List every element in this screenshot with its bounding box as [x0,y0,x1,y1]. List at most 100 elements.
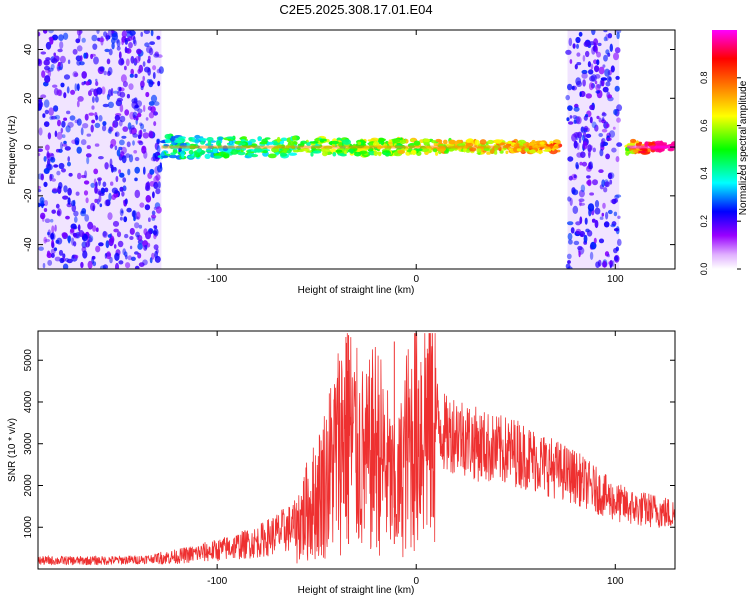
noise-region-left-blob [111,42,115,50]
noise-region-right-blob [616,32,620,40]
signal-band-blob [476,147,482,153]
noise-region-right-blob [589,75,596,82]
signal-band-blob [247,141,253,146]
noise-region-left-blob [105,33,109,42]
noise-region-left-blob [47,132,52,140]
noise-region-left-blob [72,254,75,259]
noise-region-left-blob [131,124,135,130]
noise-region-right-blob [584,217,588,225]
noise-region-right-blob [605,49,610,55]
signal-band-blob [309,141,319,144]
noise-region-left-blob [70,228,75,234]
noise-region-right-blob [616,104,623,112]
signal-band-blob [205,149,213,153]
signal-band-blob [178,147,182,153]
colorbar-gradient [712,30,737,269]
noise-region-right-blob [614,47,621,54]
noise-region-left-blob [105,240,110,249]
noise-region-left-blob [93,56,99,65]
noise-region-left-blob [143,30,150,35]
noise-region-left-blob [76,83,80,91]
signal-band-blob [319,138,327,142]
noise-region-left-blob [125,262,131,269]
noise-region-left-blob [142,132,150,139]
noise-region-left-blob [91,255,96,260]
signal-band-blob [397,149,406,154]
noise-region-left-blob [62,253,66,259]
signal-band-blob [181,153,185,159]
noise-region-right-blob [612,126,616,130]
noise-region-right-blob [583,125,589,131]
noise-region-right-blob [608,130,616,138]
noise-region-left-blob [128,154,134,163]
noise-region-left-blob [42,30,48,34]
noise-region-left-blob [85,241,90,248]
noise-region-left-blob [136,48,142,55]
noise-region-right-blob [575,36,581,44]
noise-region-right-blob [613,198,619,203]
noise-region-right-blob [603,30,608,33]
noise-region-left-blob [114,145,118,151]
noise-region-left-blob [43,99,50,108]
noise-region-right-blob [585,133,592,138]
noise-region-left-blob [145,91,150,98]
signal-band-blob [493,139,502,144]
noise-region-left-blob [51,253,55,258]
noise-region-left-blob [87,260,93,269]
noise-region-right-blob [601,128,608,133]
snr-ylabel: SNR (10 * v/v) [7,418,18,482]
noise-region-left-blob [88,235,94,243]
noise-region-left-blob [45,69,51,73]
signal-band-blob [306,142,311,147]
noise-region-right-blob [582,79,586,87]
noise-region-left-blob [129,227,135,235]
noise-region-left-blob [53,52,56,57]
noise-region-left-blob [142,75,145,82]
noise-region-right-blob [605,81,611,87]
noise-region-left-blob [117,90,122,97]
signal-band-blob [226,136,235,139]
noise-region-right-blob [585,50,590,58]
noise-region-right-blob [608,77,612,81]
noise-region-right-blob [589,251,594,260]
signal-band-blob [377,137,385,143]
noise-region-left-blob [122,177,127,183]
noise-region-left-blob [153,101,160,106]
noise-region-left-blob [148,217,151,222]
colorbar-tick-label: 0.8 [699,72,709,85]
noise-region-left-blob [111,30,115,34]
noise-region-left-blob [61,134,66,139]
noise-region-left-blob [60,127,64,134]
signal-band-blob [170,152,176,156]
noise-region-left-blob [155,188,161,195]
noise-region-left-blob [75,191,80,196]
noise-region-right-blob [594,200,600,208]
noise-region-left-blob [113,228,119,233]
noise-region-right-blob [598,238,605,244]
noise-region-left-blob [56,170,61,176]
noise-region-left-blob [119,216,123,221]
noise-region-left-blob [46,150,50,159]
noise-region-left-blob [49,232,56,241]
noise-region-left-blob [76,146,82,154]
noise-region-left-blob [147,67,151,76]
noise-region-right-blob [598,66,605,75]
noise-region-left-blob [152,230,158,235]
noise-region-left-blob [50,115,58,120]
noise-region-left-blob [128,83,134,90]
noise-region-left-blob [94,143,100,147]
noise-region-left-blob [116,46,121,51]
noise-region-left-blob [118,51,122,59]
signal-band-blob [448,148,454,152]
noise-region-right-blob [602,117,605,122]
noise-region-left-blob [90,182,96,188]
signal-band-blob [378,151,382,157]
noise-region-left-blob [129,245,133,250]
noise-region-left-blob [38,148,43,152]
noise-region-right-blob [606,137,612,141]
noise-region-left-blob [124,109,130,116]
noise-region-left-blob [126,93,130,99]
signal-band-blob [206,137,214,142]
spectrogram-ticks: -100 0 100 -40 -20 0 20 40 [23,30,675,285]
noise-region-right-blob [594,74,601,79]
